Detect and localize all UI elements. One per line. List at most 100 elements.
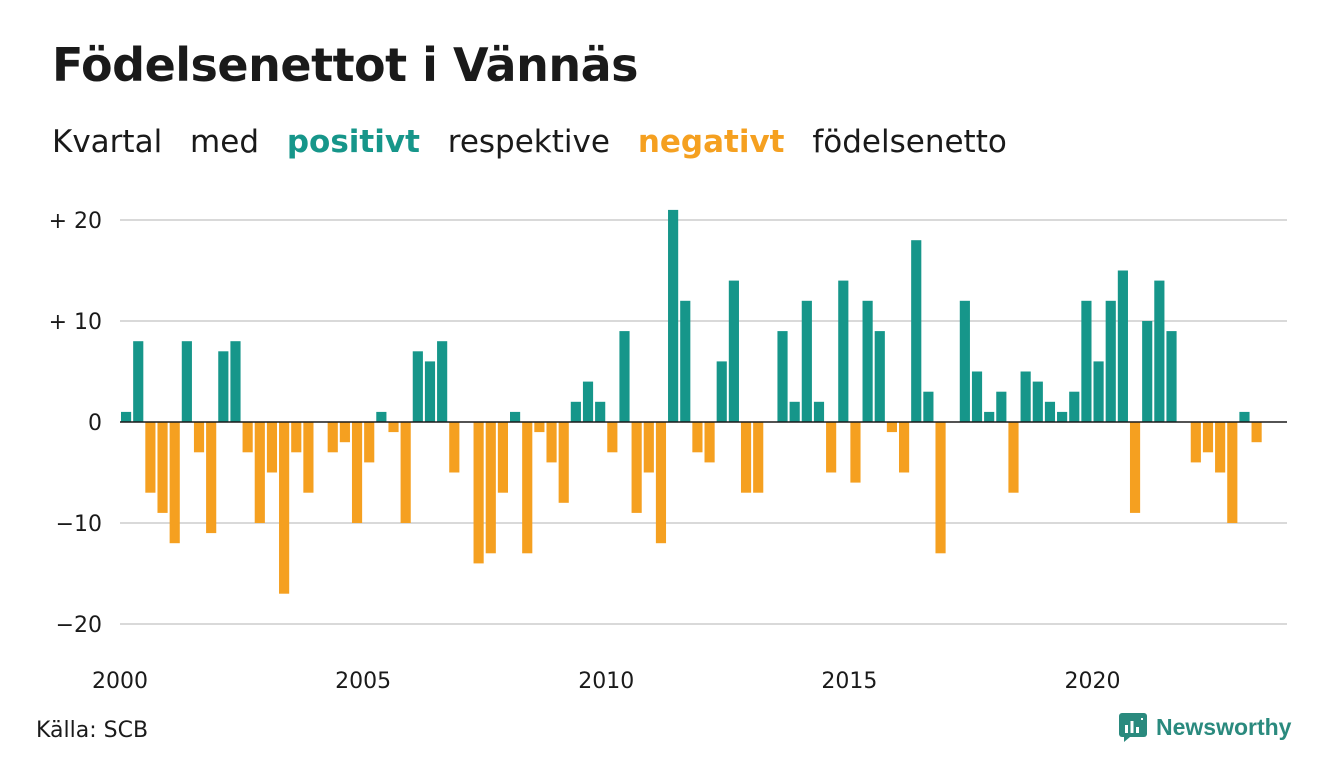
subtitle-negative-label: negativt [637,124,785,160]
bar [193,422,205,453]
bar [522,422,533,554]
bar [777,331,788,422]
bar [643,422,654,473]
bar [1239,411,1250,422]
bar [546,422,557,463]
bar [595,401,606,422]
bar [680,300,691,422]
bar [911,240,922,422]
subtitle-word: med [190,124,259,160]
bar [1105,300,1116,422]
bar [801,300,812,422]
bar [303,422,314,493]
bar [1227,422,1238,523]
bar [923,391,934,422]
bar [1069,391,1080,422]
bar [534,422,545,433]
bar [133,341,144,422]
bar [740,422,752,493]
bar [570,401,581,422]
bar [753,422,764,493]
bars [121,209,1262,594]
bar [400,422,411,523]
bar [838,280,849,422]
bar [1081,300,1092,422]
bar [862,300,873,422]
bar [510,411,521,422]
bar [218,351,229,422]
bar [242,422,253,453]
x-tick-label: 2015 [821,669,877,694]
bar [1190,422,1201,463]
bar [181,341,192,422]
grid-lines [120,219,1287,625]
bar [631,422,642,513]
bar [996,391,1007,422]
chart-subtitle: Kvartal med positivt respektive negativt… [52,124,1025,160]
bar [339,422,350,443]
bar [1020,371,1031,422]
bar [376,411,387,422]
bar [874,331,885,422]
subtitle-word: Kvartal [52,124,163,160]
source-note: Källa: SCB [36,718,149,743]
bar [582,381,594,422]
bar [984,411,995,422]
y-tick-label: 0 [88,411,102,436]
bar [789,401,800,422]
bar [121,411,132,422]
bar [619,331,630,422]
bar [145,422,156,493]
bar [607,422,618,453]
bar [485,422,496,554]
bar [1166,331,1177,422]
subtitle-positive-label: positivt [286,124,420,160]
bar [424,361,436,422]
bar [157,422,168,513]
bar [1215,422,1226,473]
x-tick-label: 2020 [1065,669,1121,694]
brand-name: Newsworthy [1156,713,1292,740]
bar [1093,361,1104,422]
bar [388,422,399,433]
x-tick-label: 2010 [578,669,634,694]
newsworthy-logo-icon [1119,713,1147,742]
bar [230,341,241,422]
subtitle-word: födelsenetto [812,124,1007,160]
bar [351,422,363,523]
bar [1044,401,1056,422]
x-tick-label: 2000 [92,669,148,694]
bar [899,422,910,473]
y-tick-label: −20 [56,613,102,638]
bar [1032,381,1043,422]
bar [266,422,278,473]
bar [473,422,484,564]
bar [886,422,897,433]
y-tick-label: + 10 [49,310,102,335]
bar [813,401,825,422]
bar [327,422,338,453]
bar [449,422,460,473]
bar [279,422,290,594]
x-tick-label: 2005 [335,669,391,694]
bar [437,341,448,422]
bar [692,422,703,453]
bar [1008,422,1019,493]
bar [826,422,837,473]
bar [412,351,423,422]
bar [291,422,302,453]
bar [1129,422,1141,513]
bar [1154,280,1165,422]
subtitle-word: respektive [447,124,610,160]
bar [1202,422,1214,453]
bar [728,280,739,422]
bar [655,422,667,544]
y-tick-label: + 20 [49,209,102,234]
chart-title: Födelsenettot i Vännäs [52,38,639,92]
brand-logo: Newsworthy [1118,712,1291,742]
bar [668,209,679,422]
bar [1057,411,1068,422]
bar [254,422,265,523]
bar [169,422,180,544]
